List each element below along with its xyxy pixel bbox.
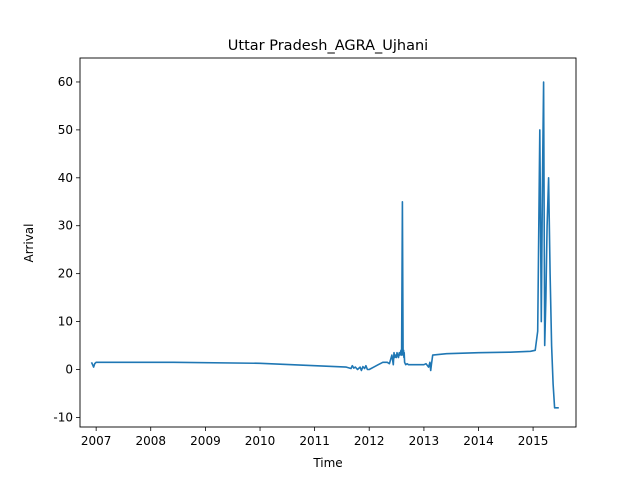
y-tick-label: 0 bbox=[65, 362, 73, 376]
y-tick-label: 10 bbox=[58, 315, 73, 329]
y-tick-label: 50 bbox=[58, 123, 73, 137]
x-tick-label: 2014 bbox=[463, 434, 494, 448]
x-axis: 2007 2008 2009 2010 2011 2012 2013 2014 2015 bbox=[81, 427, 548, 448]
x-tick-label: 2007 bbox=[81, 434, 112, 448]
x-tick-label: 2008 bbox=[135, 434, 166, 448]
series-line bbox=[90, 81, 559, 409]
x-tick-label: 2011 bbox=[299, 434, 330, 448]
x-tick-label: 2012 bbox=[354, 434, 385, 448]
y-tick-label: 40 bbox=[58, 171, 73, 185]
x-tick-label: 2009 bbox=[190, 434, 221, 448]
x-tick-label: 2010 bbox=[245, 434, 276, 448]
y-axis: -10 0 10 20 30 40 50 60 bbox=[53, 75, 80, 424]
x-tick-label: 2013 bbox=[409, 434, 440, 448]
y-tick-label: 60 bbox=[58, 75, 73, 89]
x-axis-label: Time bbox=[312, 456, 342, 470]
plot-frame bbox=[79, 57, 577, 428]
x-tick-label: 2015 bbox=[518, 434, 549, 448]
y-tick-label: 20 bbox=[58, 267, 73, 281]
y-tick-label: -10 bbox=[53, 410, 73, 424]
chart-title: Uttar Pradesh_AGRA_Ujhani bbox=[228, 38, 428, 54]
y-axis-label: Arrival bbox=[22, 224, 36, 263]
y-tick-label: 30 bbox=[58, 219, 73, 233]
